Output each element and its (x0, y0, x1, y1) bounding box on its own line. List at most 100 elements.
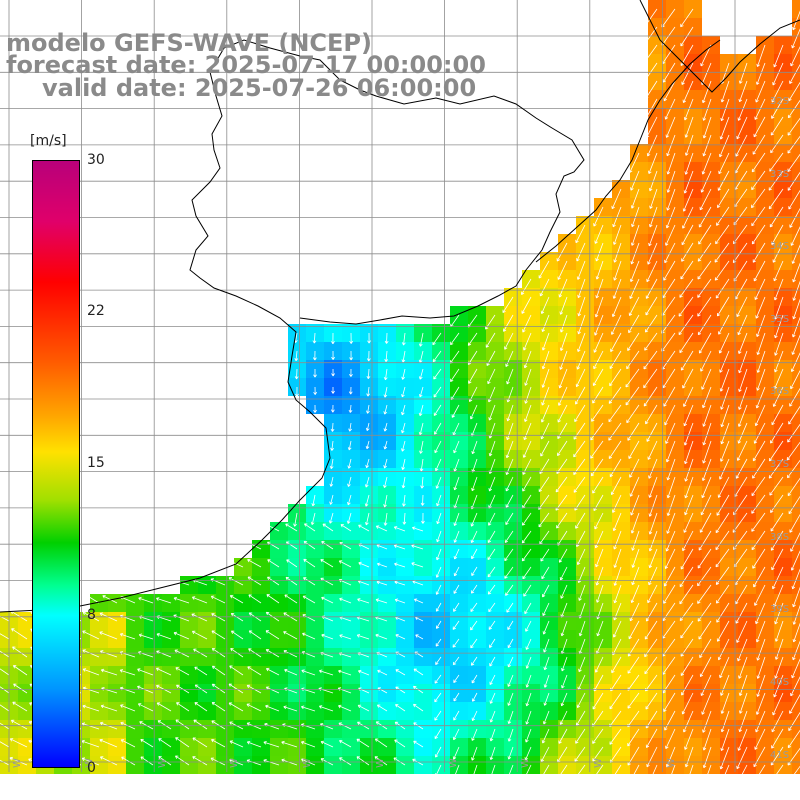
wind-arrow (374, 756, 388, 766)
lat-label: 41S (770, 750, 789, 761)
wind-arrow (697, 548, 712, 569)
wind-arrow (787, 117, 800, 136)
wind-arrow (773, 278, 784, 301)
wind-arrow (771, 80, 784, 103)
wind-arrow (735, 458, 748, 479)
wind-speed-cell (792, 234, 800, 252)
wind-arrow (487, 386, 496, 403)
wind-arrow (384, 350, 389, 363)
wind-arrow (266, 524, 280, 532)
wind-arrow (684, 458, 694, 482)
wind-arrow (137, 703, 154, 712)
wind-arrow (321, 541, 334, 550)
wind-arrow (715, 224, 730, 245)
wind-arrow (524, 746, 532, 761)
wind-arrow (330, 422, 335, 432)
wind-arrow (313, 369, 317, 378)
wind-arrow (436, 494, 442, 507)
wind-arrow (574, 746, 586, 762)
wind-arrow (523, 350, 532, 369)
wind-arrow (699, 656, 712, 678)
wind-arrow (329, 476, 334, 487)
wind-arrow (755, 386, 766, 409)
wind-arrow (733, 260, 748, 282)
wind-arrow (452, 422, 460, 436)
wind-arrow (401, 386, 406, 398)
wind-arrow (285, 576, 298, 586)
wind-arrow (774, 296, 784, 320)
wind-arrow (629, 152, 640, 173)
wind-arrow (629, 260, 640, 283)
wind-arrow (592, 692, 604, 710)
wind-arrow (788, 711, 800, 732)
wind-arrow (774, 620, 784, 642)
wind-arrow (577, 332, 586, 353)
wind-arrow (666, 476, 676, 499)
wind-arrow (753, 422, 766, 444)
wind-speed-cell (792, 108, 800, 126)
wind-arrow (595, 548, 604, 568)
latitude-labels: 32S 33S 34S 35S 36S 37S 38S 39S 40S 41S (770, 96, 789, 761)
lon-label: W (12, 758, 23, 768)
wind-speed-cell (792, 306, 800, 324)
wind-arrow (9, 738, 28, 748)
wind-arrow (556, 764, 568, 781)
wind-arrow (539, 278, 550, 297)
wind-arrow (229, 595, 244, 604)
wind-arrow (751, 512, 766, 532)
wind-arrow (313, 404, 317, 413)
wind-arrow (684, 476, 694, 499)
lat-lon-grid (0, 0, 800, 772)
colorbar-tick: 30 (87, 152, 105, 168)
wind-arrow (504, 332, 514, 350)
wind-arrow (453, 764, 460, 779)
wind-arrow (771, 224, 784, 245)
wind-arrow (436, 620, 442, 629)
wind-arrow (630, 494, 640, 516)
wind-arrow (681, 242, 694, 262)
wind-arrow (613, 566, 622, 586)
wind-arrow (714, 242, 730, 263)
wind-arrow (338, 669, 352, 676)
wind-arrow (716, 584, 730, 604)
wind-arrow (522, 476, 532, 492)
wind-arrow (376, 704, 388, 712)
wind-arrow (505, 584, 514, 596)
wind-arrow (739, 692, 748, 714)
wind-arrow (770, 494, 784, 513)
wind-arrow (521, 530, 532, 544)
wind-arrow (788, 405, 800, 425)
wind-speed-cell (792, 324, 800, 342)
wind-arrow (718, 332, 730, 354)
wind-arrow (556, 458, 568, 474)
wind-speed-cell (792, 198, 800, 216)
wind-arrow (471, 566, 478, 576)
wind-arrow (608, 440, 622, 460)
wind-arrow (701, 368, 712, 390)
wind-arrow (774, 350, 784, 373)
wind-arrow (525, 674, 532, 688)
wind-arrow (773, 44, 784, 68)
wind-arrow (453, 674, 460, 683)
wind-arrow (716, 620, 730, 642)
wind-arrow (701, 476, 712, 499)
wind-speed-cell (792, 90, 800, 108)
wind-arrow (736, 746, 748, 770)
wind-arrow (452, 656, 460, 666)
wind-arrow (645, 278, 658, 299)
wind-arrow (701, 152, 712, 175)
wind-arrow (698, 206, 712, 228)
wind-arrow (415, 634, 424, 640)
lat-label: 40S (770, 677, 789, 688)
wind-arrow (787, 459, 800, 479)
wind-arrow (522, 566, 532, 580)
wind-arrow (680, 8, 694, 28)
wind-arrow (627, 692, 640, 709)
wind-arrow (383, 476, 388, 488)
wind-arrow (646, 134, 658, 157)
wind-arrow (523, 764, 532, 779)
wind-arrow (540, 422, 550, 440)
coastline (0, 0, 800, 613)
wind-arrow (666, 134, 676, 157)
